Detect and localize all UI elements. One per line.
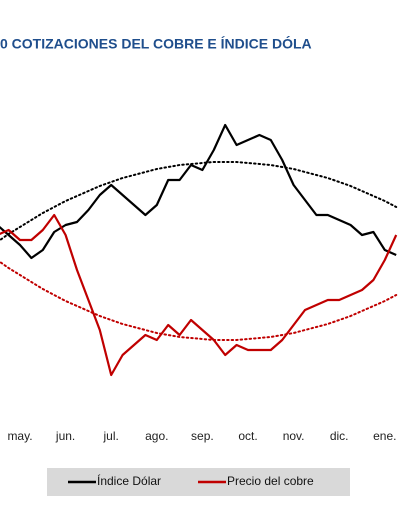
x-tick-label: nov. [283, 429, 305, 443]
x-tick-label: ago. [145, 429, 168, 443]
x-tick-label: jun. [55, 429, 75, 443]
legend-label: Índice Dólar [97, 473, 161, 488]
x-tick-label: ene. [373, 429, 396, 443]
x-tick-label: sep. [191, 429, 214, 443]
series-line [0, 213, 398, 377]
trend-line [0, 161, 398, 242]
chart-title: 0 COTIZACIONES DEL COBRE E ÍNDICE DÓLA [0, 35, 312, 52]
x-tick-label: jul. [103, 429, 119, 443]
x-tick-label: oct. [238, 429, 257, 443]
legend-label: Precio del cobre [227, 474, 314, 488]
x-tick-label: may. [7, 429, 32, 443]
series-line [0, 123, 397, 260]
trend-line [0, 260, 398, 341]
x-tick-label: dic. [330, 429, 349, 443]
